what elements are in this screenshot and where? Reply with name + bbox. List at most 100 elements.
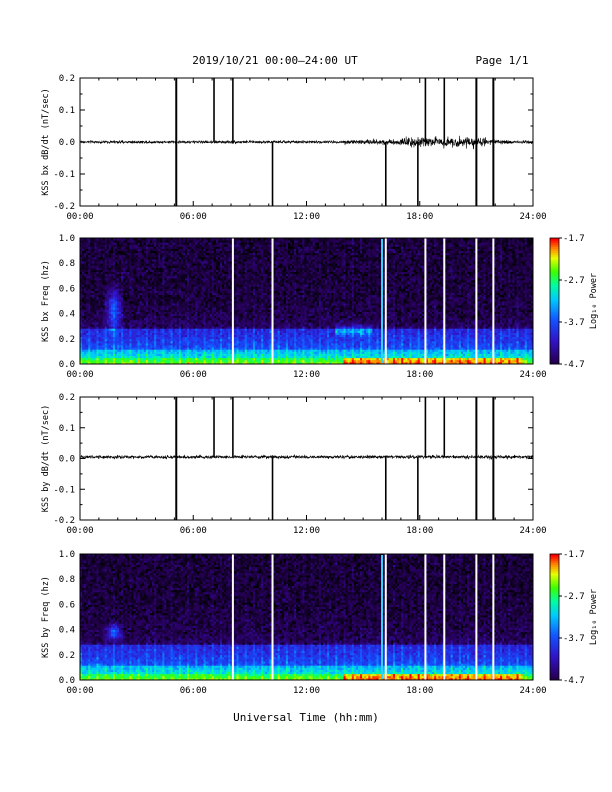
spectrogram-cell [131,313,134,317]
spectrogram-cell [98,263,101,266]
spectrogram-cell [137,273,141,277]
spectrogram-cell [127,275,130,279]
spectrogram-cell [90,294,93,298]
spectrogram-cell [100,307,104,310]
spectrogram-cell [193,259,196,262]
spectrogram-cell [199,282,202,285]
spectrogram-cell [180,301,184,304]
spectrogram-cell [127,309,130,312]
spectrogram-cell [90,338,93,342]
spectrogram-cell [92,349,95,352]
spectrogram-cell [160,351,163,354]
spectrogram-cell [189,244,192,247]
spectrogram-cell [141,294,145,298]
spectrogram-cell [106,244,110,247]
spectrogram-cell [199,343,202,346]
spectrogram-cell [119,269,122,272]
spectrogram-cell [123,361,126,365]
spectrogram-cell [129,307,132,310]
spectrogram-cell [147,317,151,321]
spectrogram-cell [82,305,85,308]
spectrogram-cell [123,357,126,361]
spectrogram-cell [170,309,174,312]
spectrogram-cell [199,298,202,302]
spectrogram-cell [172,351,176,354]
spectrogram-cell [108,351,112,354]
spectrogram-cell [115,361,118,365]
spectrogram-cell [141,349,145,352]
spectrogram-cell [172,343,176,346]
spectrogram-cell [174,256,178,260]
spectrogram-cell [180,351,184,354]
spectrogram-cell [164,305,167,308]
spectrogram-cell [141,355,145,359]
spectrogram-cell [92,332,95,335]
spectrogram-cell [189,254,192,258]
spectrogram-cell [98,336,101,340]
spectrogram-cell [86,288,89,291]
spectrogram-cell [168,292,171,296]
spectrogram-cell [112,313,116,317]
spectrogram-cell [80,242,83,245]
spectrogram-cell [150,292,153,296]
spectrogram-cell [201,315,204,319]
spectrogram-cell [193,250,196,254]
spectrogram-cell [115,319,118,323]
spectrogram-cell [162,280,165,283]
spectrogram-cell [174,273,178,277]
spectrogram-cell [182,353,186,356]
spectrogram-cell [108,332,112,335]
spectrogram-cell [143,355,147,359]
spectrogram-cell [80,307,83,310]
spectrogram-cell [88,328,91,331]
spectrogram-cell [162,282,165,285]
spectrogram-cell [178,250,182,254]
spectrogram-cell [193,254,196,258]
spectrogram-cell [127,328,130,331]
spectrogram-cell [180,338,184,342]
spectrogram-cell [166,336,169,340]
spectrogram-cell [139,338,143,342]
spectrogram-cell [199,280,202,283]
spectrogram-cell [178,252,182,256]
spectrogram-cell [84,338,87,342]
spectrogram-cell [88,353,91,356]
spectrogram-cell [180,359,184,363]
spectrogram-cell [187,347,190,350]
spectrogram-cell [191,275,194,279]
spectrogram-cell [117,345,120,348]
spectrogram-cell [98,288,101,291]
spectrogram-cell [131,324,134,327]
spectrogram-cell [180,265,184,268]
spectrogram-cell [170,345,174,348]
spectrogram-cell [199,244,202,247]
spectrogram-cell [170,319,174,323]
spectrogram-cell [199,345,202,348]
spectrogram-cell [131,340,134,344]
spectrogram-cell [147,246,151,249]
spectrogram-cell [84,319,87,323]
spectrogram-cell [164,244,167,247]
spectrogram-cell [125,347,128,350]
spectrogram-cell [191,307,194,310]
spectrogram-cell [182,252,186,256]
spectrogram-cell [102,324,106,327]
spectrogram-cell [106,315,110,319]
spectrogram-cell [88,340,91,344]
spectrogram-cell [90,332,93,335]
spectrogram-cell [189,301,192,304]
spectrogram-cell [147,330,151,333]
spectrogram-cell [187,238,190,241]
spectrogram-cell [117,248,120,251]
spectrogram-cell [90,313,93,317]
spectrogram-cell [90,238,93,241]
spectrogram-cell [125,322,128,325]
spectrogram-cell [176,326,180,329]
spectrogram-cell [150,288,153,291]
spectrogram-cell [199,319,202,323]
spectrogram-cell [112,296,116,300]
spectrogram-cell [156,313,159,317]
spectrogram-cell [156,263,159,266]
spectrogram-cell [160,259,163,262]
spectrogram-cell [162,256,165,260]
